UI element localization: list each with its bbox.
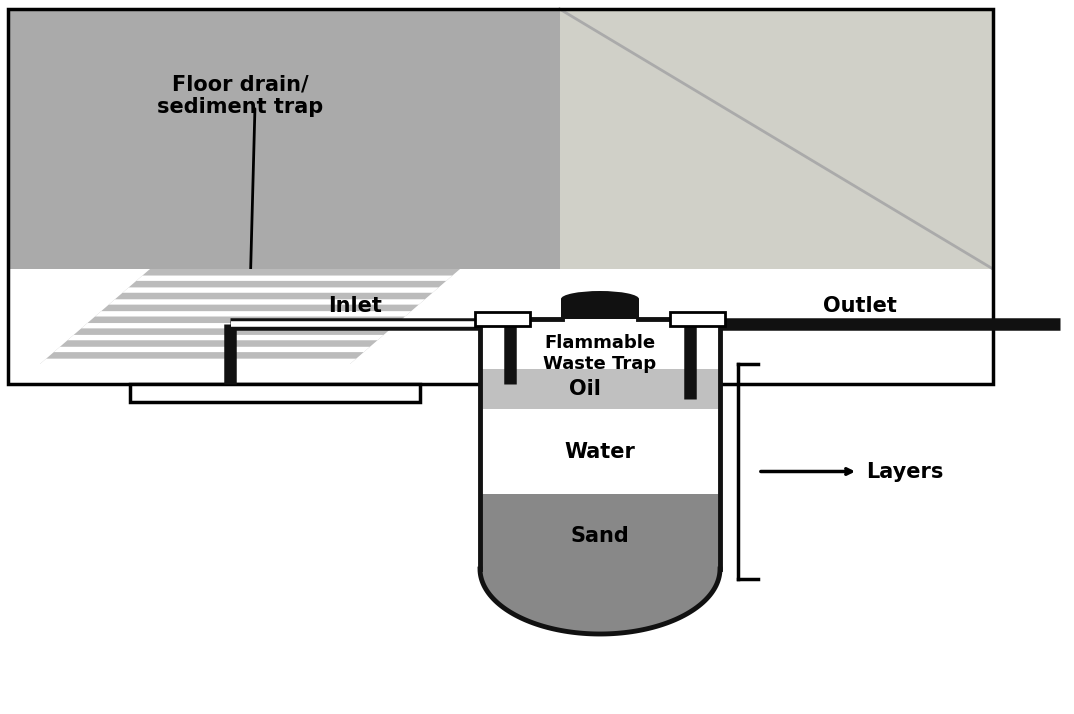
- Bar: [8, 269, 993, 384]
- Bar: [130, 384, 420, 402]
- Text: Sand: Sand: [570, 526, 629, 546]
- Bar: [480, 369, 720, 409]
- Text: Flammable
Waste Trap: Flammable Waste Trap: [543, 334, 656, 373]
- Polygon shape: [480, 494, 720, 634]
- Polygon shape: [8, 9, 560, 384]
- Polygon shape: [108, 299, 425, 305]
- Text: Oil: Oil: [569, 379, 601, 399]
- Text: Inlet: Inlet: [328, 296, 382, 316]
- Polygon shape: [68, 335, 383, 341]
- Polygon shape: [54, 347, 369, 352]
- Ellipse shape: [561, 291, 639, 307]
- Polygon shape: [40, 358, 357, 364]
- Bar: [561, 299, 639, 319]
- Text: Water: Water: [565, 441, 636, 461]
- Text: Outlet: Outlet: [823, 296, 897, 316]
- Polygon shape: [40, 269, 460, 364]
- Polygon shape: [136, 276, 452, 281]
- Text: Layers: Layers: [866, 461, 943, 481]
- Polygon shape: [122, 288, 438, 293]
- Bar: [475, 312, 529, 326]
- Polygon shape: [560, 9, 993, 384]
- Bar: [8, 9, 993, 384]
- Polygon shape: [82, 323, 397, 328]
- Text: Floor drain/
sediment trap: Floor drain/ sediment trap: [157, 74, 323, 117]
- Polygon shape: [95, 311, 411, 316]
- Bar: [670, 312, 725, 326]
